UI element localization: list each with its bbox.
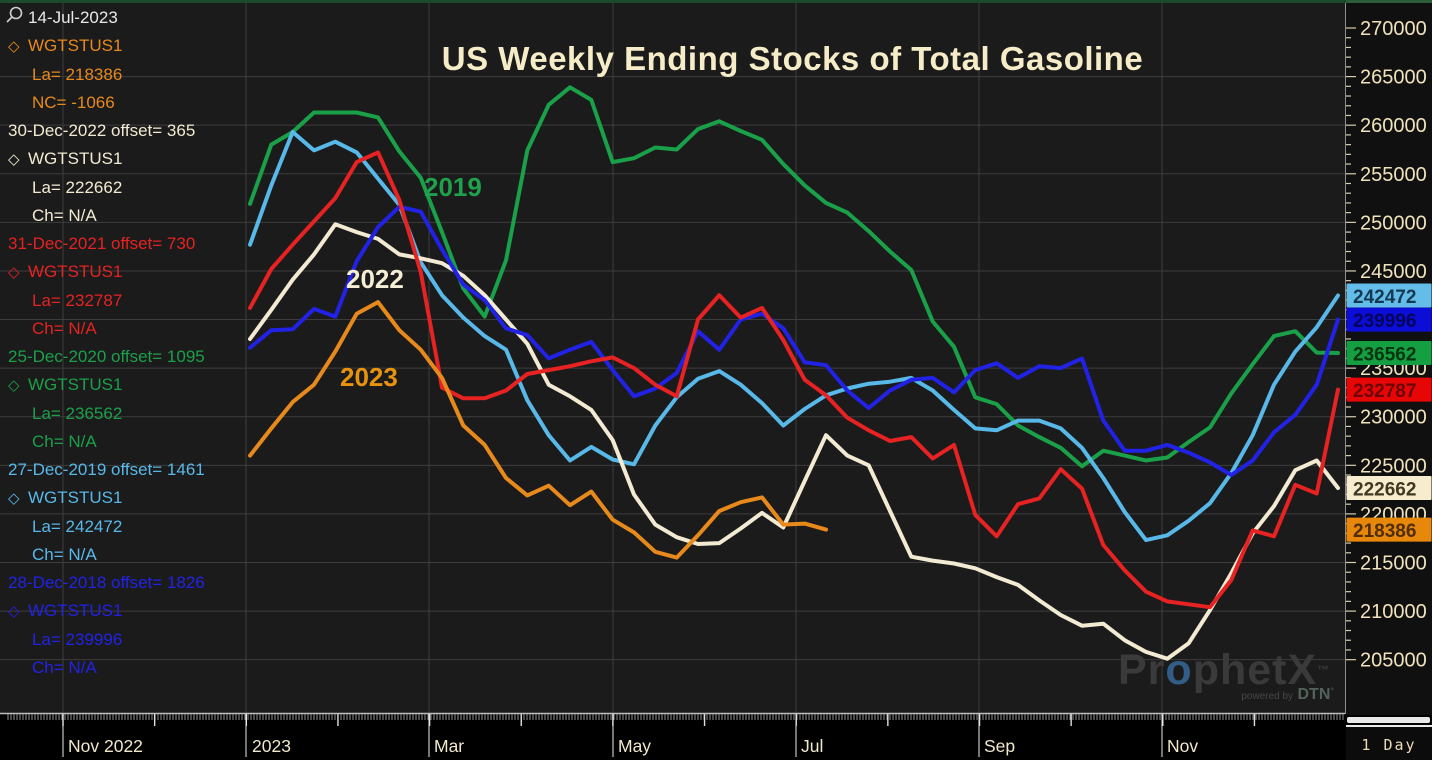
legend-value: Ch= N/A xyxy=(32,319,97,338)
price-badge-232787 xyxy=(1346,377,1432,402)
symbol-name: WGTSTUS1 xyxy=(28,149,123,168)
y-axis-label: 245000 xyxy=(1360,261,1427,283)
legend-value: La= 239996 xyxy=(32,630,123,649)
x-axis-label-Nov[interactable]: Nov xyxy=(1167,736,1198,756)
interval-selector-button[interactable]: 1 Day xyxy=(1346,725,1432,760)
legend-block-WGTSTUS1-2[interactable]: 31-Dec-2021 offset= 730 ◇ WGTSTUS1 La= 2327… xyxy=(6,230,238,343)
legend-value: Ch= N/A xyxy=(32,545,97,564)
diamond-icon: ◇ xyxy=(8,38,20,55)
legend-symbol-row[interactable]: ◇ WGTSTUS1 xyxy=(6,484,238,513)
x-axis-label-May[interactable]: May xyxy=(618,736,651,756)
legend-value: La= 222662 xyxy=(32,178,123,197)
x-axis-label-Jul[interactable]: Jul xyxy=(801,736,823,756)
legend-value: La= 242472 xyxy=(32,517,123,536)
legend-value: Ch= N/A xyxy=(32,432,97,451)
prophetx-watermark: ProphetX™ powered by DTN° xyxy=(1118,648,1338,704)
legend-value: La= 236562 xyxy=(32,404,123,423)
prophetx-logo: ProphetX™ xyxy=(1118,646,1331,694)
legend-date: 31-Dec-2021 offset= 730 xyxy=(8,234,196,253)
legend-block-WGTSTUS1-4[interactable]: 27-Dec-2019 offset= 1461 ◇ WGTSTUS1 La= 242… xyxy=(6,456,238,569)
series-year-label-2023: 2023 xyxy=(340,362,398,392)
series-year-label-2019: 2019 xyxy=(424,172,482,202)
legend-value: Ch= N/A xyxy=(32,206,97,225)
legend-value: NC= -1066 xyxy=(32,93,115,112)
price-badge-value: 239996 xyxy=(1353,311,1416,332)
globe-icon: o xyxy=(1165,646,1193,694)
price-badge-value: 242472 xyxy=(1353,287,1416,308)
price-badge-239996 xyxy=(1346,307,1432,332)
legend-symbol-row[interactable]: ◇ WGTSTUS1 xyxy=(6,145,238,174)
diamond-icon: ◇ xyxy=(8,151,20,168)
y-axis-label: 260000 xyxy=(1360,115,1427,137)
diamond-icon: ◇ xyxy=(8,377,20,394)
h-scrollbar-thumb[interactable] xyxy=(1347,717,1430,723)
legend-value: La= 232787 xyxy=(32,291,123,310)
x-axis-label-Nov 2022[interactable]: Nov 2022 xyxy=(68,736,143,756)
series-line-2019[interactable] xyxy=(248,130,1340,543)
legend-panel: 14-Jul-2023 ◇ WGTSTUS1 La= 218386 NC= -1066 3… xyxy=(6,4,238,682)
chart-title: US Weekly Ending Stocks of Total Gasolin… xyxy=(441,40,1144,77)
legend-symbol-row[interactable]: ◇ WGTSTUS1 xyxy=(6,597,238,626)
x-axis-label-2023[interactable]: 2023 xyxy=(252,736,291,756)
legend-block-WGTSTUS1-0[interactable]: 14-Jul-2023 ◇ WGTSTUS1 La= 218386 NC= -1066 xyxy=(6,4,238,117)
legend-date: 25-Dec-2020 offset= 1095 xyxy=(8,347,205,366)
y-axis-label: 215000 xyxy=(1360,552,1427,574)
legend-date: 14-Jul-2023 xyxy=(28,8,118,27)
dtn-logo: DTN xyxy=(1297,686,1331,703)
price-badge-222662 xyxy=(1346,476,1432,501)
legend-value: La= 218386 xyxy=(32,65,123,84)
y-axis-label: 205000 xyxy=(1360,650,1427,672)
interval-label: 1 Day xyxy=(1361,735,1417,754)
price-badge-value: 232787 xyxy=(1353,381,1416,402)
diamond-icon: ◇ xyxy=(8,264,20,281)
series-line-2020[interactable] xyxy=(248,85,1340,469)
legend-symbol-row[interactable]: ◇ WGTSTUS1 xyxy=(6,258,238,287)
series-year-label-2022: 2022 xyxy=(346,264,404,294)
y-axis-label: 270000 xyxy=(1360,18,1427,40)
price-badge-218386 xyxy=(1346,517,1432,542)
price-badge-236562 xyxy=(1346,340,1432,365)
x-axis-label-Sep[interactable]: Sep xyxy=(984,736,1015,756)
symbol-name: WGTSTUS1 xyxy=(28,375,123,394)
diamond-icon: ◇ xyxy=(8,603,20,620)
y-axis-label: 250000 xyxy=(1360,212,1427,234)
legend-date: 27-Dec-2019 offset= 1461 xyxy=(8,460,205,479)
symbol-name: WGTSTUS1 xyxy=(28,262,123,281)
price-badge-242472 xyxy=(1346,283,1432,308)
legend-value: Ch= N/A xyxy=(32,658,97,677)
legend-date: 28-Dec-2018 offset= 1826 xyxy=(8,573,205,592)
legend-block-WGTSTUS1-1[interactable]: 30-Dec-2022 offset= 365 ◇ WGTSTUS1 La= 2226… xyxy=(6,117,238,230)
legend-date: 30-Dec-2022 offset= 365 xyxy=(8,121,196,140)
magnifier-icon[interactable] xyxy=(4,5,24,25)
x-axis-label-Mar[interactable]: Mar xyxy=(434,736,464,756)
top-border-strip xyxy=(0,0,1432,3)
y-axis-label: 210000 xyxy=(1360,601,1427,623)
y-axis-label: 230000 xyxy=(1360,407,1427,429)
price-badge-value: 236562 xyxy=(1353,344,1416,365)
series-line-2021[interactable] xyxy=(248,150,1340,610)
symbol-name: WGTSTUS1 xyxy=(28,488,123,507)
powered-by-dtn: powered by DTN° xyxy=(1241,686,1334,703)
diamond-icon: ◇ xyxy=(8,490,20,507)
legend-symbol-row[interactable]: ◇ WGTSTUS1 xyxy=(6,32,238,61)
y-axis-label: 225000 xyxy=(1360,455,1427,477)
series-line-2023[interactable] xyxy=(248,300,828,560)
symbol-name: WGTSTUS1 xyxy=(28,601,123,620)
legend-block-WGTSTUS1-3[interactable]: 25-Dec-2020 offset= 1095 ◇ WGTSTUS1 La= 236… xyxy=(6,343,238,456)
legend-symbol-row[interactable]: ◇ WGTSTUS1 xyxy=(6,371,238,400)
series-line-2022[interactable] xyxy=(248,222,1340,661)
series-line-2018[interactable] xyxy=(248,204,1340,477)
y-axis-label: 265000 xyxy=(1360,67,1427,89)
plot-background xyxy=(0,3,1345,714)
price-badge-value: 218386 xyxy=(1353,521,1416,542)
axis-top-strip xyxy=(1346,0,1432,3)
price-badge-value: 222662 xyxy=(1353,480,1416,501)
legend-block-WGTSTUS1-5[interactable]: 28-Dec-2018 offset= 1826 ◇ WGTSTUS1 La= 239… xyxy=(6,569,238,682)
symbol-name: WGTSTUS1 xyxy=(28,36,123,55)
y-axis-label: 255000 xyxy=(1360,164,1427,186)
